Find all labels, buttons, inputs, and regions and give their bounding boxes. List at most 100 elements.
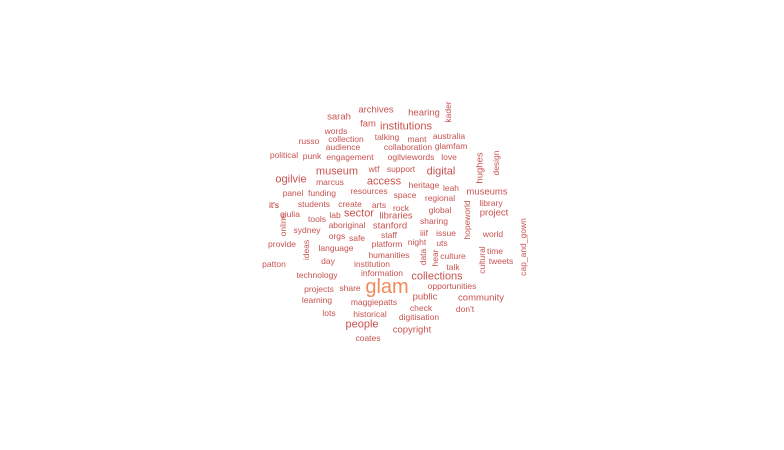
word-technology: technology [296,269,338,280]
word-audience: audience [325,141,361,152]
word-hughes: hughes [474,152,486,184]
word-hopeworld: hopeworld [461,200,472,240]
word-sarah: sarah [327,111,351,123]
word-uts: uts [436,237,448,248]
word-historical: historical [353,308,387,319]
word-arts: arts [371,199,387,210]
word-talk: talk [446,261,460,272]
word-language: language [318,242,354,253]
word-engagement: engagement [326,151,374,162]
word-coates: coates [355,332,381,343]
word-public: public [412,291,438,303]
word-collection: collection [328,133,364,144]
word-sharing: sharing [420,215,448,226]
word-humanities: humanities [368,249,410,260]
word-support: support [386,163,416,174]
word-hear: hear [429,249,440,267]
word-rock: rock [392,202,410,213]
word-talking: talking [374,131,400,142]
word-tweets: tweets [488,255,514,266]
word-sector: sector [344,207,374,220]
word-aboriginal: aboriginal [328,219,366,230]
word-share: share [339,282,361,293]
word-tools: tools [308,213,326,224]
word-giulia: giulia [280,208,300,219]
word-ideas: ideas [300,239,311,261]
word-cultural: cultural [476,246,487,274]
word-punk: punk [302,150,322,161]
word-digital: digital [426,165,456,178]
word-project: project [479,207,509,219]
word-fam: fam [360,118,376,130]
word-marcus: marcus [316,176,344,187]
word-space: space [393,189,417,200]
word-create: create [338,198,362,209]
word-safe: safe [348,232,366,243]
word-wtf: wtf [368,163,380,174]
word-archives: archives [358,104,394,116]
word-ogilviewords: ogilviewords [387,151,435,162]
word-maggiepatts: maggiepatts [350,296,398,307]
word-people: people [345,318,379,331]
word-russo: russo [298,135,320,146]
word-glamfam: glamfam [434,140,468,151]
word-museums: museums [466,186,508,198]
word-heritage: heritage [408,179,440,190]
word-digitisation: digitisation [398,311,440,322]
word-mant: mant [407,133,427,144]
word-institutions: institutions [380,120,432,133]
word-opportunities: opportunities [427,280,477,291]
word-libraries: libraries [379,210,413,222]
word-copyright: copyright [392,324,432,336]
word-museum: museum [315,165,359,178]
word-political: political [269,149,299,160]
word-issue: issue [436,227,456,238]
word-provide: provide [268,238,296,249]
word-information: information [360,267,404,278]
word-night: night [407,236,427,247]
word-panel: panel [282,187,304,198]
word-hearing: hearing [408,107,440,119]
word-time: time [486,245,504,256]
word-data: data [417,248,428,266]
word-institution: institution [354,258,390,269]
word-world: world [482,228,504,239]
word-iiif: iiif [419,227,429,238]
word-words: words [324,125,348,136]
word-sydney: sydney [293,224,321,235]
word-leah: leah [442,182,460,193]
word-check: check [409,302,433,313]
word-lots: lots [322,307,336,318]
word-collaboration: collaboration [383,141,433,152]
word-design: design [490,150,501,176]
word-stanford: stanford [372,220,408,232]
word-access: access [366,175,402,188]
word-don-t: don't [455,303,475,314]
word-day: day [321,255,335,266]
word-glam: glam [365,276,409,298]
word-kader: kader [442,101,453,123]
word-ogilvie: ogilvie [275,173,307,186]
word-global: global [428,204,452,215]
word-orgs: orgs [328,230,346,241]
word-australia: australia [432,130,466,141]
word-online: online [277,213,288,237]
word-resources: resources [350,185,388,196]
word-platform: platform [371,238,403,249]
word-patton: patton [262,258,286,269]
word-it-s: it's [268,199,280,210]
word-lab: lab [329,209,341,220]
word-community: community [458,292,504,304]
word-collections: collections [411,270,463,283]
word-cap-and-gown: cap_and_gown [517,218,528,276]
word-students: students [297,198,331,209]
word-culture: culture [440,250,466,261]
word-learning: learning [301,294,333,305]
word-love: love [441,151,457,162]
word-funding: funding [308,187,336,198]
word-regional: regional [424,192,456,203]
word-it-s: it's [268,199,280,210]
word-projects: projects [304,283,334,294]
word-staff: staff [381,229,397,240]
